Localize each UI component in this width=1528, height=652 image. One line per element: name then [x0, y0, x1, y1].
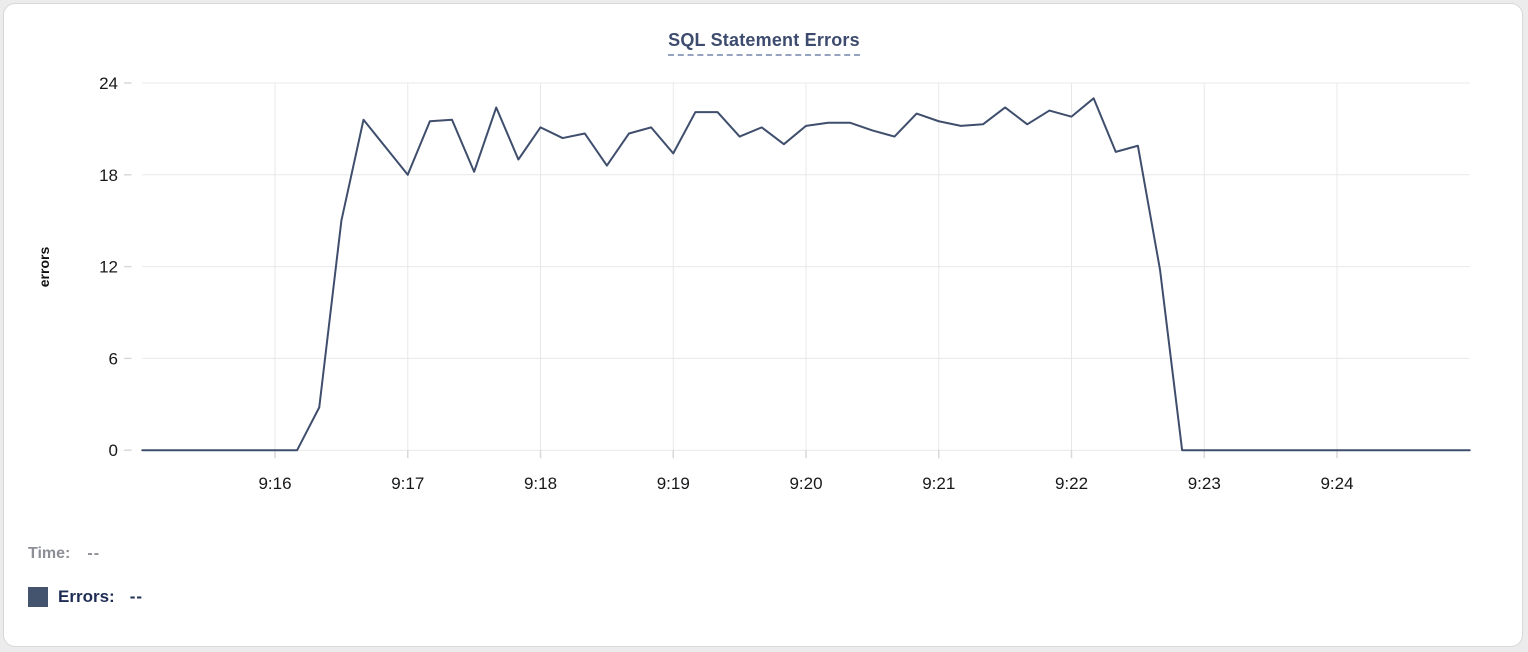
x-tick-label-9:17: 9:17	[391, 474, 424, 493]
x-tick-label-9:16: 9:16	[258, 474, 291, 493]
tooltip-errors-row: Errors: --	[28, 587, 143, 607]
x-tick-label-9:24: 9:24	[1320, 474, 1353, 493]
x-tick-label-9:19: 9:19	[657, 474, 690, 493]
tooltip-time-row: Time: --	[28, 545, 100, 563]
tooltip-errors-label: Errors:	[58, 587, 115, 606]
x-tick-label-9:22: 9:22	[1055, 474, 1088, 493]
y-tick-label-18: 18	[99, 166, 118, 185]
errors-series-line	[141, 97, 1471, 452]
tooltip-time-value: --	[87, 545, 101, 562]
tooltip-time-label: Time:	[28, 545, 71, 562]
y-tick-label-0: 0	[109, 441, 118, 460]
chart-panel	[3, 3, 1523, 647]
y-tick-label-24: 24	[99, 74, 118, 93]
x-tick-label-9:21: 9:21	[922, 474, 955, 493]
y-tick-label-6: 6	[109, 349, 118, 368]
x-tick-label-9:20: 9:20	[789, 474, 822, 493]
errors-series-swatch	[28, 587, 48, 607]
x-tick-label-9:23: 9:23	[1188, 474, 1221, 493]
x-tick-label-9:18: 9:18	[524, 474, 557, 493]
chart-header: SQL Statement Errors	[0, 30, 1528, 56]
tooltip-errors-value: --	[129, 587, 144, 606]
y-axis-title: errors	[36, 247, 52, 288]
y-tick-label-12: 12	[99, 258, 118, 277]
chart-title[interactable]: SQL Statement Errors	[668, 30, 860, 56]
